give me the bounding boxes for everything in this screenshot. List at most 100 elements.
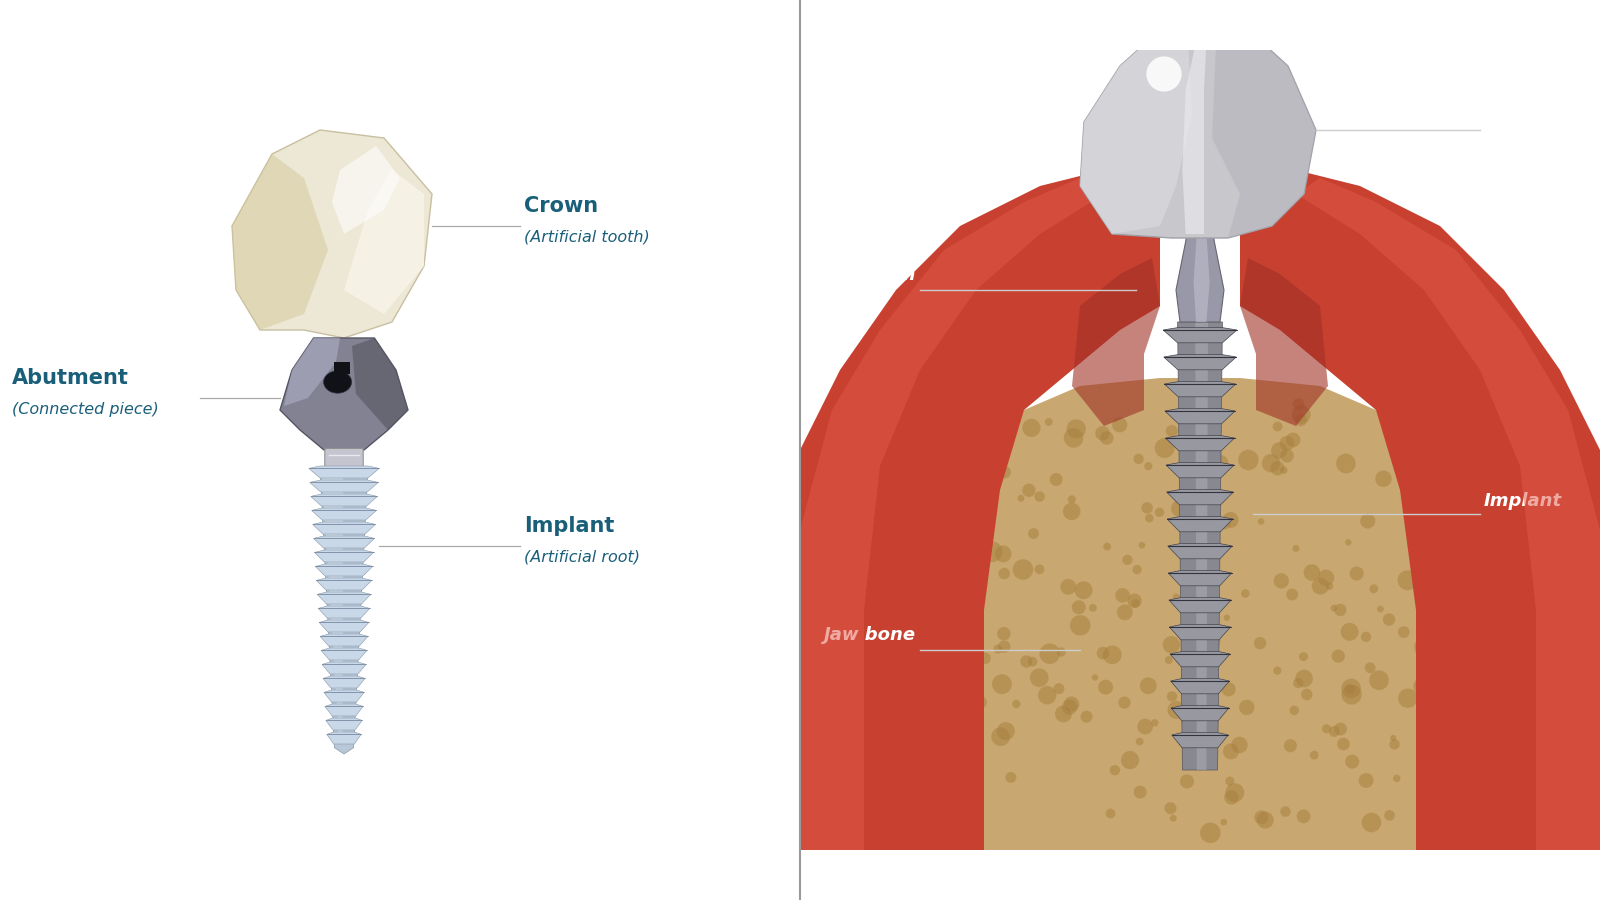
Circle shape [974, 522, 987, 536]
Circle shape [1102, 543, 1110, 551]
Circle shape [1414, 637, 1434, 656]
Circle shape [1346, 539, 1352, 545]
Circle shape [1122, 554, 1133, 565]
Circle shape [1150, 719, 1158, 726]
Circle shape [1141, 502, 1154, 514]
Polygon shape [1165, 409, 1235, 424]
Polygon shape [1178, 322, 1222, 770]
Circle shape [1197, 561, 1205, 569]
Polygon shape [280, 338, 408, 450]
Circle shape [987, 400, 997, 410]
Circle shape [1090, 604, 1098, 612]
Circle shape [1230, 736, 1248, 753]
Circle shape [1102, 645, 1122, 664]
Circle shape [1138, 719, 1154, 734]
Circle shape [1190, 712, 1202, 723]
Circle shape [1072, 600, 1086, 615]
Circle shape [1122, 751, 1139, 770]
Circle shape [1224, 615, 1230, 621]
Circle shape [1270, 461, 1285, 475]
Circle shape [1186, 428, 1195, 438]
Polygon shape [1170, 598, 1230, 613]
Polygon shape [322, 468, 342, 742]
Circle shape [1398, 464, 1410, 476]
Polygon shape [1072, 258, 1160, 426]
Circle shape [1067, 419, 1086, 438]
Polygon shape [322, 662, 366, 674]
Circle shape [1274, 573, 1290, 589]
Circle shape [1397, 571, 1418, 590]
Text: Abutment: Abutment [13, 368, 130, 389]
Polygon shape [317, 592, 371, 604]
Circle shape [1213, 455, 1229, 471]
Text: (Artificial root): (Artificial root) [525, 550, 640, 565]
Polygon shape [1170, 625, 1230, 640]
Circle shape [1166, 691, 1178, 702]
Circle shape [1410, 524, 1429, 542]
Polygon shape [323, 690, 365, 702]
Polygon shape [1194, 234, 1210, 322]
Polygon shape [323, 676, 365, 688]
Circle shape [1099, 431, 1114, 445]
Circle shape [1331, 650, 1346, 663]
Polygon shape [1171, 733, 1229, 748]
Circle shape [1222, 743, 1238, 760]
Circle shape [1062, 502, 1080, 520]
Circle shape [974, 697, 987, 708]
Circle shape [1270, 442, 1288, 459]
Polygon shape [325, 704, 363, 716]
Circle shape [1274, 666, 1282, 675]
Circle shape [1358, 773, 1374, 788]
Circle shape [1341, 679, 1362, 698]
Circle shape [1370, 584, 1378, 593]
Circle shape [1118, 697, 1131, 709]
Polygon shape [1163, 328, 1237, 343]
Circle shape [1165, 802, 1176, 814]
Circle shape [1414, 544, 1434, 562]
Circle shape [1170, 814, 1176, 822]
Circle shape [1254, 810, 1269, 824]
Circle shape [1106, 808, 1115, 818]
Circle shape [1294, 414, 1307, 427]
Polygon shape [232, 130, 432, 338]
Circle shape [1221, 819, 1227, 825]
Polygon shape [315, 550, 373, 562]
Polygon shape [314, 536, 374, 548]
Polygon shape [285, 338, 339, 406]
Polygon shape [310, 494, 378, 506]
Circle shape [1362, 813, 1381, 833]
Circle shape [1013, 559, 1034, 580]
Circle shape [1136, 738, 1144, 745]
Circle shape [1133, 565, 1142, 574]
Polygon shape [315, 564, 373, 576]
Circle shape [1173, 593, 1181, 601]
Circle shape [1422, 593, 1438, 608]
Circle shape [1426, 650, 1442, 665]
Polygon shape [320, 634, 368, 646]
Circle shape [1040, 644, 1061, 664]
Circle shape [1299, 652, 1309, 662]
Polygon shape [331, 146, 400, 234]
Circle shape [1280, 806, 1291, 817]
Circle shape [1022, 483, 1035, 497]
Circle shape [1110, 765, 1120, 776]
Polygon shape [1171, 706, 1229, 721]
Circle shape [1344, 683, 1355, 695]
Circle shape [1056, 647, 1066, 657]
Circle shape [1293, 678, 1304, 688]
Circle shape [1293, 544, 1299, 552]
Circle shape [971, 499, 986, 513]
Circle shape [1117, 604, 1133, 620]
Circle shape [1131, 599, 1139, 608]
Polygon shape [1240, 258, 1328, 426]
Circle shape [1424, 532, 1437, 544]
Polygon shape [1195, 322, 1208, 770]
Circle shape [1022, 418, 1040, 437]
Circle shape [1254, 637, 1266, 650]
Circle shape [998, 640, 1011, 652]
Polygon shape [344, 170, 424, 314]
Circle shape [1394, 775, 1400, 782]
Polygon shape [232, 154, 328, 330]
Circle shape [1030, 669, 1048, 687]
Circle shape [1290, 706, 1299, 716]
